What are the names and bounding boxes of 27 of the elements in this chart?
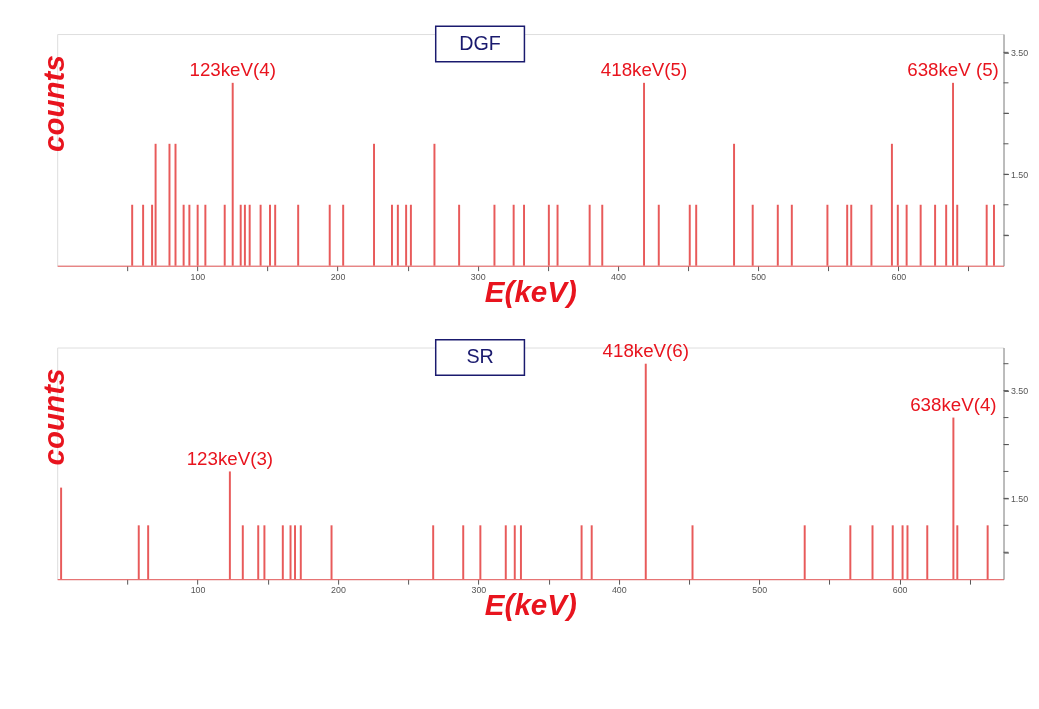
x-tick-label: 600 <box>892 585 908 596</box>
y-axis-title: counts <box>37 368 71 466</box>
chart-title: SR <box>466 345 494 368</box>
annotation: 638keV(4) <box>910 393 997 415</box>
y-tick-label: 3.50 <box>1010 47 1029 58</box>
annotation: 418keV(6) <box>602 339 689 361</box>
annotation: 123keV(3) <box>186 447 274 469</box>
x-tick-label: 100 <box>190 585 206 596</box>
annotation: 123keV(4) <box>189 58 276 80</box>
annotation: 638keV (5) <box>907 58 999 80</box>
x-axis-title: E(keV) <box>484 274 577 308</box>
x-tick-label: 300 <box>471 585 487 596</box>
x-tick-label: 500 <box>752 585 768 596</box>
y-tick-label: 3.50 <box>1010 386 1029 397</box>
x-tick-label: 400 <box>611 272 626 283</box>
chart-title: DGF <box>459 31 501 54</box>
x-tick-label: 300 <box>470 272 486 283</box>
annotation: 418keV(5) <box>600 58 688 80</box>
x-tick-label: 100 <box>190 272 206 283</box>
x-tick-label: 200 <box>331 585 346 596</box>
y-axis-title: counts <box>37 55 71 153</box>
x-tick-label: 400 <box>611 585 627 596</box>
x-tick-label: 500 <box>751 272 767 283</box>
y-tick-label: 1.50 <box>1010 493 1029 504</box>
y-tick-label: 1.50 <box>1010 169 1029 180</box>
x-tick-label: 200 <box>330 272 346 283</box>
x-tick-label: 600 <box>891 272 907 283</box>
